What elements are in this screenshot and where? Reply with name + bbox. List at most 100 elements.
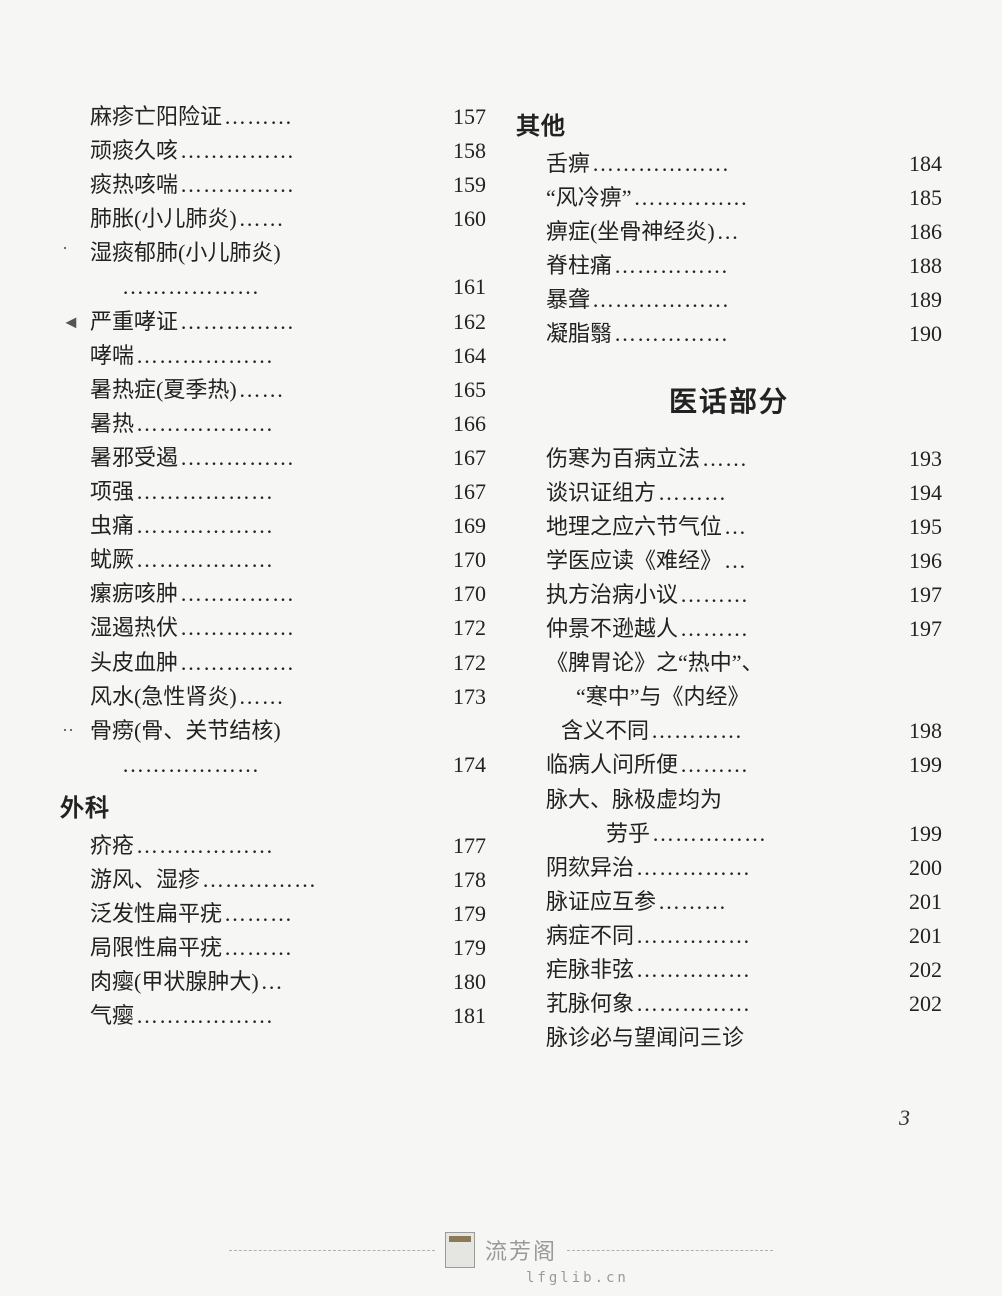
toc-label: 舌痹 — [546, 147, 590, 181]
toc-dots: …………… — [180, 441, 451, 475]
toc-entry-multiline: 《脾胃论》之“热中”、“寒中”与《内经》含义不同…………198 — [516, 646, 942, 748]
right-column: 其他舌痹………………184“风冷痹”……………185痹症(坐骨神经炎)…186脊… — [516, 100, 942, 1055]
toc-label: 脊柱痛 — [546, 249, 612, 283]
toc-page: 200 — [909, 851, 942, 885]
toc-label: 伤寒为百病立法 — [546, 442, 700, 476]
toc-dots: …………… — [180, 134, 451, 168]
toc-page: 195 — [909, 510, 942, 544]
toc-entry: 舌痹………………184 — [516, 147, 942, 181]
toc-entry: 痹症(坐骨神经炎)…186 — [516, 215, 942, 249]
toc-entry: 顽痰久咳……………158 — [60, 134, 486, 168]
toc-page: 177 — [453, 829, 486, 863]
toc-entry: 阴欬异治……………200 — [516, 851, 942, 885]
toc-entry: 疟脉非弦……………202 — [516, 953, 942, 987]
toc-entry: 头皮血肿……………172 — [60, 646, 486, 680]
toc-label: 局限性扁平疣 — [90, 931, 222, 965]
toc-dots: …………… — [614, 249, 907, 283]
toc-page: 157 — [453, 100, 486, 134]
toc-label: 谈识证组方 — [546, 476, 656, 510]
toc-page: 188 — [909, 249, 942, 283]
toc-entry: 肺胀(小儿肺炎)……160 — [60, 202, 486, 236]
toc-page: 166 — [453, 407, 486, 441]
toc-page: 185 — [909, 181, 942, 215]
toc-dots: …… — [239, 373, 451, 407]
toc-label: 仲景不逊越人 — [546, 612, 678, 646]
toc-label: 虫痛 — [90, 509, 134, 543]
toc-label: 顽痰久咳 — [90, 134, 178, 168]
toc-page: 180 — [453, 965, 486, 999]
toc-entry: 气瘿………………181 — [60, 999, 486, 1033]
toc-entry: 暑热………………166 — [60, 407, 486, 441]
toc-entry: 暑邪受遏……………167 — [60, 441, 486, 475]
toc-continuation: 含义不同…………198 — [516, 714, 942, 748]
toc-entry: 游风、湿疹……………178 — [60, 863, 486, 897]
watermark-rule — [229, 1250, 435, 1251]
toc-label: 痹症(坐骨神经炎) — [546, 215, 715, 249]
toc-entry: 脊柱痛……………188 — [516, 249, 942, 283]
toc-entry: 谈识证组方………194 — [516, 476, 942, 510]
toc-page: 164 — [453, 339, 486, 373]
toc-dots: ……………… — [136, 407, 451, 441]
toc-page: 199 — [909, 817, 942, 851]
toc-label: 严重哮证 — [90, 305, 178, 339]
toc-dots: ……………… — [122, 270, 451, 304]
toc-dots: …………… — [180, 577, 451, 611]
toc-label: “风冷痹” — [546, 181, 632, 215]
page-number: 3 — [899, 1105, 910, 1131]
toc-dots: ……… — [680, 578, 907, 612]
toc-entry: 病症不同……………201 — [516, 919, 942, 953]
toc-entry-multiline: 脉大、脉极虚均为劳乎……………199 — [516, 783, 942, 851]
toc-page: 159 — [453, 168, 486, 202]
toc-page: 193 — [909, 442, 942, 476]
toc-label: 瘰疬咳肿 — [90, 577, 178, 611]
toc-label: 湿遏热伏 — [90, 611, 178, 645]
toc-continuation: ………………174 — [60, 748, 486, 782]
toc-label: 肉瘿(甲状腺肿大) — [90, 965, 259, 999]
toc-page: 167 — [453, 475, 486, 509]
toc-label: 脉大、脉极虚均为 — [516, 783, 942, 817]
toc-dots: ……………… — [136, 475, 451, 509]
toc-page: 199 — [909, 748, 942, 782]
toc-dots: …………… — [634, 181, 907, 215]
toc-label: 芤脉何象 — [546, 987, 634, 1021]
toc-label: 地理之应六节气位 — [546, 510, 722, 544]
toc-label: 项强 — [90, 475, 134, 509]
toc-dots: … — [724, 544, 907, 578]
toc-entry-trailing: 脉诊必与望闻问三诊 — [516, 1021, 942, 1055]
toc-entry: 项强………………167 — [60, 475, 486, 509]
toc-entry: 学医应读《难经》…196 — [516, 544, 942, 578]
toc-dots: …………… — [636, 953, 907, 987]
book-icon — [445, 1232, 475, 1268]
toc-dots: ……………… — [592, 147, 907, 181]
toc-entry: 凝脂翳……………190 — [516, 317, 942, 351]
toc-entry: 疥疮………………177 — [60, 829, 486, 863]
toc-dots: ……… — [224, 100, 451, 134]
toc-entry: 临病人问所便………199 — [516, 748, 942, 782]
toc-dots: ………… — [651, 714, 907, 748]
toc-label: 暑热症(夏季热) — [90, 373, 237, 407]
watermark: 流芳阁 — [229, 1232, 773, 1268]
toc-dots: …………… — [636, 851, 907, 885]
toc-dots: …………… — [202, 863, 451, 897]
toc-label: 蚘厥 — [90, 543, 134, 577]
toc-page: 179 — [453, 931, 486, 965]
toc-page: 170 — [453, 577, 486, 611]
toc-label: 肺胀(小儿肺炎) — [90, 202, 237, 236]
toc-entry: 伤寒为百病立法……193 — [516, 442, 942, 476]
toc-entry: 仲景不逊越人………197 — [516, 612, 942, 646]
toc-page: 172 — [453, 611, 486, 645]
toc-label: 头皮血肿 — [90, 646, 178, 680]
toc-dots: …………… — [180, 168, 451, 202]
toc-label: 含义不同 — [561, 714, 649, 748]
toc-label: 疟脉非弦 — [546, 953, 634, 987]
toc-label: 劳乎 — [606, 817, 650, 851]
toc-page: 201 — [909, 919, 942, 953]
toc-label: 泛发性扁平疣 — [90, 897, 222, 931]
toc-entry: 局限性扁平疣………179 — [60, 931, 486, 965]
toc-label: 执方治病小议 — [546, 578, 678, 612]
toc-label: 麻疹亡阳险证 — [90, 100, 222, 134]
toc-entry: 严重哮证……………162 — [60, 305, 486, 339]
toc-page: 190 — [909, 317, 942, 351]
toc-label: 游风、湿疹 — [90, 863, 200, 897]
toc-page: 173 — [453, 680, 486, 714]
